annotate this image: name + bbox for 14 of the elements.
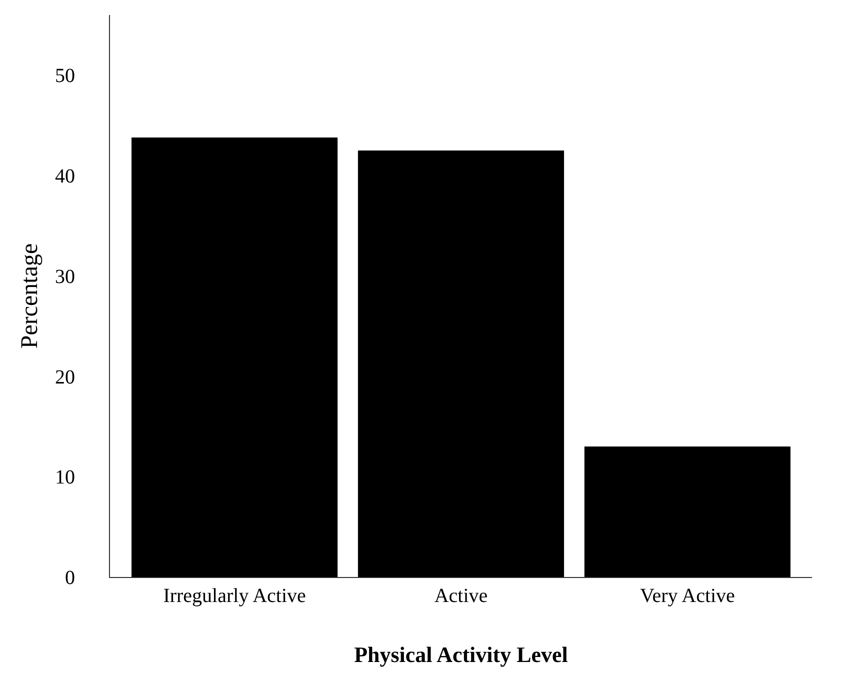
y-tick-label: 30: [55, 266, 75, 288]
y-axis-title: Percentage: [17, 243, 44, 349]
y-tick-label: 20: [55, 366, 75, 388]
y-tick-label: 40: [55, 166, 75, 188]
y-tick-label: 10: [55, 466, 75, 489]
bar: [358, 150, 564, 577]
x-tick-label: Active: [434, 585, 488, 607]
bar: [584, 446, 790, 577]
x-axis-title: Physical Activity Level: [354, 642, 568, 667]
bar: [132, 137, 338, 577]
x-tick-label: Irregularly Active: [163, 585, 306, 607]
y-tick-label: 50: [55, 65, 75, 88]
y-tick-label: 0: [65, 567, 75, 589]
x-tick-label: Very Active: [640, 585, 736, 607]
